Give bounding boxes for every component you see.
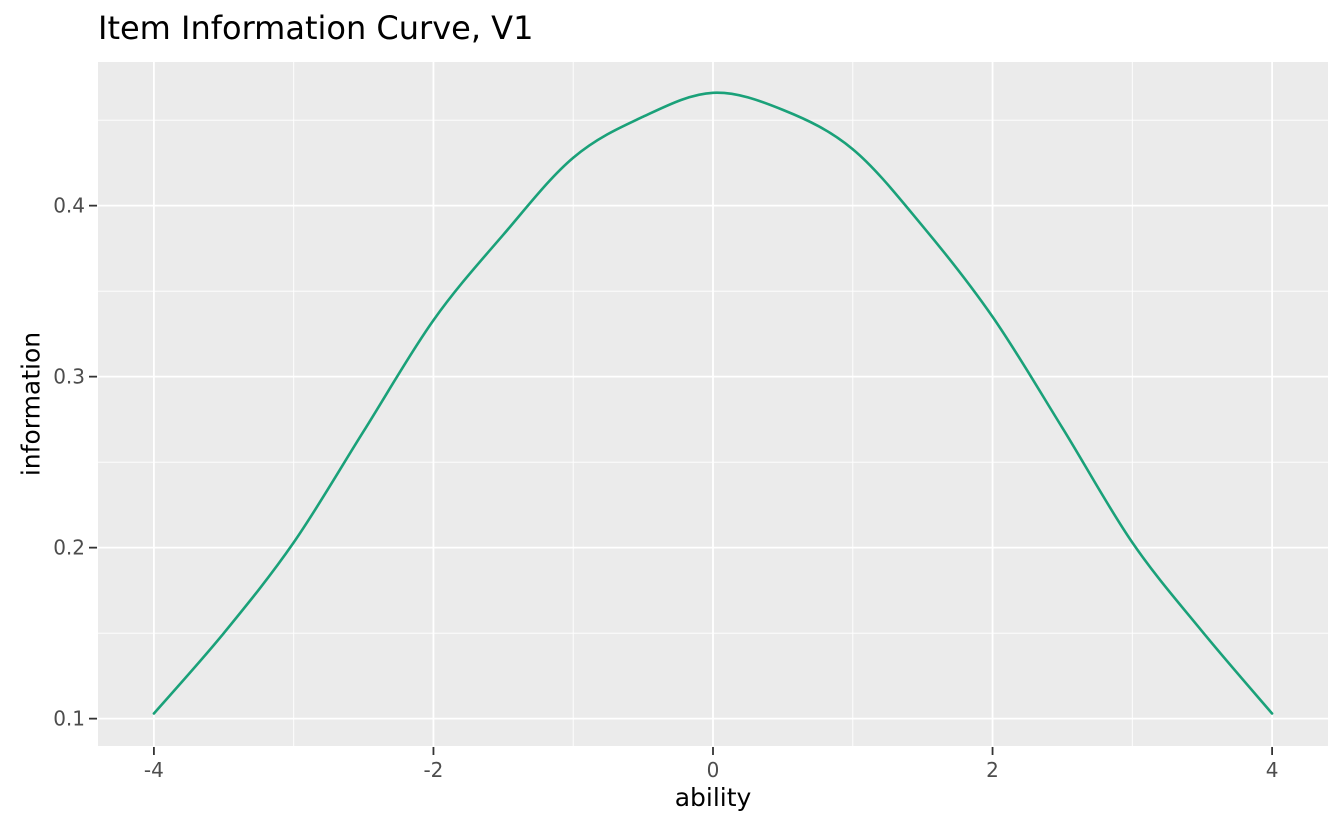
x-tick-label: 0 xyxy=(707,758,720,782)
series-line-v1 xyxy=(152,91,1274,715)
x-tick-label: 2 xyxy=(986,758,999,782)
y-axis-title: information xyxy=(16,331,46,477)
x-tick-label: -4 xyxy=(144,758,164,782)
y-tick-label: 0.4 xyxy=(53,194,85,218)
plot-title: Item Information Curve, V1 xyxy=(98,9,534,47)
x-tick-label: -2 xyxy=(423,758,443,782)
x-axis-title: ability xyxy=(674,783,752,812)
y-tick-label: 0.3 xyxy=(53,365,85,389)
y-tick-label: 0.2 xyxy=(53,536,85,560)
x-tick-label: 4 xyxy=(1266,758,1279,782)
y-tick-label: 0.1 xyxy=(53,707,85,731)
